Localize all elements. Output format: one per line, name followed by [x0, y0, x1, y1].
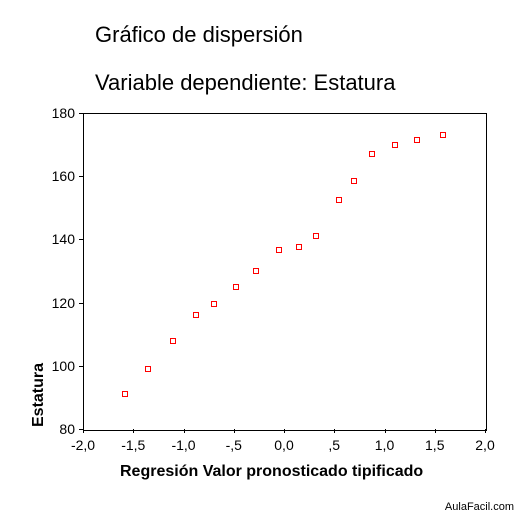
x-tick [334, 429, 335, 433]
x-tick [435, 429, 436, 433]
x-tick-label: -,5 [226, 437, 242, 453]
scatter-marker [122, 391, 128, 397]
x-axis-label: Regresión Valor pronosticado tipificado [120, 463, 423, 481]
chart-title-line2: Variable dependiente: Estatura [95, 70, 395, 96]
x-tick-label: 2,0 [475, 437, 494, 453]
scatter-marker [253, 268, 259, 274]
x-tick-label: -1,5 [121, 437, 145, 453]
x-tick-label: -1,0 [171, 437, 195, 453]
scatter-marker [145, 366, 151, 372]
scatter-marker [193, 312, 199, 318]
x-tick-label: ,5 [328, 437, 340, 453]
x-tick [184, 429, 185, 433]
x-tick [234, 429, 235, 433]
y-tick [79, 239, 83, 240]
scatter-marker [440, 132, 446, 138]
y-tick-label: 120 [41, 295, 75, 311]
x-tick [485, 429, 486, 433]
scatter-marker [336, 197, 342, 203]
scatter-marker [276, 247, 282, 253]
scatter-marker [170, 338, 176, 344]
scatter-marker [296, 244, 302, 250]
scatter-marker [351, 178, 357, 184]
scatter-marker [233, 284, 239, 290]
y-tick-label: 100 [41, 358, 75, 374]
x-tick [284, 429, 285, 433]
x-tick-label: 0,0 [274, 437, 293, 453]
y-tick [79, 366, 83, 367]
y-tick [79, 113, 83, 114]
y-tick [79, 303, 83, 304]
x-tick [83, 429, 84, 433]
scatter-marker [313, 233, 319, 239]
scatter-marker [414, 137, 420, 143]
credit-text: AulaFacil.com [445, 501, 514, 513]
y-tick-label: 80 [41, 421, 75, 437]
scatter-marker [211, 301, 217, 307]
x-tick-label: -2,0 [71, 437, 95, 453]
scatter-marker [369, 151, 375, 157]
scatter-marker [392, 142, 398, 148]
x-tick-label: 1,5 [425, 437, 444, 453]
y-tick-label: 180 [41, 105, 75, 121]
chart-title-line1: Gráfico de dispersión [95, 22, 303, 48]
x-tick [133, 429, 134, 433]
y-tick-label: 140 [41, 231, 75, 247]
x-tick [385, 429, 386, 433]
scatter-plot-area [83, 113, 487, 431]
y-tick [79, 176, 83, 177]
x-tick-label: 1,0 [375, 437, 394, 453]
y-tick-label: 160 [41, 168, 75, 184]
